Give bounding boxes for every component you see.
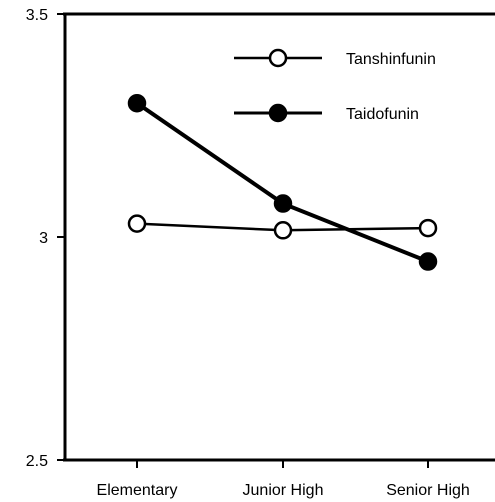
x-tick-label: Senior High [386, 482, 470, 499]
data-point-taidofunin [418, 252, 438, 271]
series-layer [127, 93, 438, 271]
data-point-taidofunin [273, 194, 293, 213]
data-point-tanshinfunin [273, 221, 293, 240]
data-point-tanshinfunin [418, 218, 438, 238]
x-tick-label: Elementary [97, 482, 178, 499]
legend-marker [268, 48, 288, 68]
legend-marker [268, 103, 288, 123]
y-axis-ticks: 2.5 3 3.5 [26, 7, 65, 470]
legend-label: Tanshinfunin [346, 51, 436, 68]
y-tick-label: 3 [39, 230, 48, 247]
legend-label: Taidofunin [346, 106, 419, 123]
legend: Tanshinfunin Taidofunin [234, 48, 436, 123]
data-point-tanshinfunin [127, 214, 147, 233]
y-tick-label: 3.5 [26, 7, 48, 24]
data-point-taidofunin [127, 93, 147, 113]
x-axis-ticks: Elementary Junior High Senior High [97, 460, 470, 499]
x-tick-label: Junior High [243, 482, 324, 499]
y-tick-label: 2.5 [26, 453, 48, 470]
